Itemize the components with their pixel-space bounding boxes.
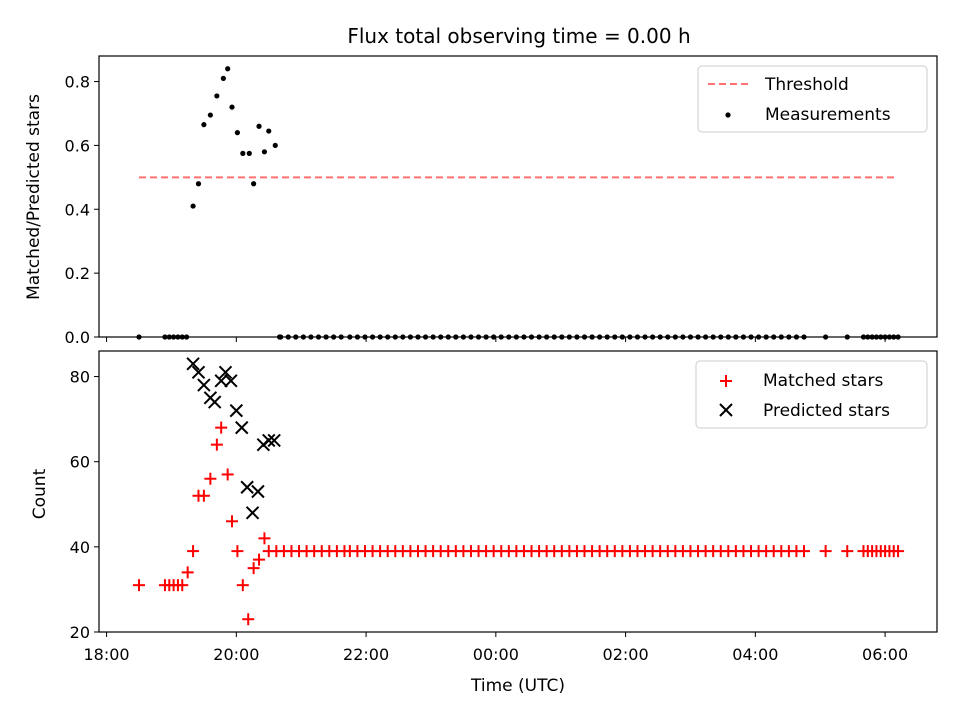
matched-star-point [210,438,223,451]
measurement-point [261,149,268,155]
matched-star-point [236,579,249,592]
matched-star-point [819,545,832,558]
measurement-point [225,66,231,72]
matched-star-point [247,562,260,575]
matched-star-point [181,566,194,579]
measurement-point [246,150,252,156]
bottom-panel: 20 40 60 80 18:00 20:00 22:00 00:00 02:00 04:00 06… [30,350,938,696]
predicted-legend-label: Predicted stars [763,401,890,421]
matched-star-point [204,472,217,485]
predicted-star-point [218,365,233,379]
predicted-star-point [235,420,249,435]
matched-star-point [242,613,255,626]
measurement-point [251,181,257,187]
bottom-x-tick-label: 04:00 [732,645,778,664]
bottom-panel-marks [133,357,905,626]
threshold-legend-label: Threshold [764,75,849,95]
top-legend: Threshold Measurements [697,65,928,133]
bottom-x-tick-label: 02:00 [603,645,649,664]
predicted-star-point [251,484,265,499]
top-y-axis-label: Matched/Predicted stars [24,94,44,300]
top-panel-axes: 0.0 0.2 0.4 0.6 0.8 [65,73,886,347]
matched-star-point [221,468,234,481]
chart-title: Flux total observing time = 0.00 h [347,24,690,48]
predicted-star-point [262,433,276,448]
measurement-point [220,75,226,81]
top-panel: 0.00.20.40.60.8 Matched/Predicted stars … [24,55,938,347]
measurements-legend-label: Measurements [765,105,891,125]
bottom-y-tick-label: 80 [70,368,90,387]
top-y-tick-label: 0.4 [65,200,90,219]
measurements-legend-swatch [725,112,731,118]
matched-star-point [841,545,854,558]
measurement-point [214,93,220,99]
x-axis-label: Time (UTC) [470,676,565,696]
measurement-point [234,130,241,136]
bottom-x-tick-label: 20:00 [213,645,259,664]
bottom-panel-axes: 20 40 60 80 18:00 20:00 22:00 00:00 02:00 04:00 06… [70,368,909,664]
bottom-y-tick-label: 60 [70,453,90,472]
bottom-y-tick-label: 40 [70,538,90,557]
matched-legend-label: Matched stars [763,371,883,391]
bottom-x-tick-label: 06:00 [862,645,908,664]
measurement-point [229,104,235,110]
bottom-x-tick-label: 18:00 [84,645,130,664]
matched-star-point [231,545,244,558]
predicted-star-point [207,395,222,409]
predicted-star-point [245,506,260,520]
bottom-x-tick-label: 00:00 [473,645,519,664]
top-plot-frame [98,55,938,338]
bottom-legend: Matched stars Predicted stars [695,360,928,429]
predicted-star-point [186,357,200,371]
predicted-star-point [229,403,244,418]
bottom-y-axis-label: Count [30,468,50,519]
matched-star-point [215,421,228,434]
predicted-star-point [214,374,228,388]
predicted-star-point [267,433,281,448]
top-y-tick-label: 0.6 [65,136,90,155]
predicted-legend-swatch [719,403,733,417]
matched-star-point [197,489,210,502]
matched-star-point [253,553,266,566]
matched-star-point [187,545,200,558]
measurement-point [195,181,202,187]
matched-star-point [892,545,905,558]
measurement-point [256,123,262,129]
matched-star-point [798,545,811,558]
predicted-star-point [240,480,254,494]
bottom-x-tick-label: 22:00 [343,645,389,664]
bottom-y-tick-label: 20 [70,623,90,642]
predicted-star-point [191,365,206,379]
predicted-star-point [224,374,238,388]
matched-star-point [258,532,271,545]
matched-star-point [133,579,146,592]
matched-star-point [225,515,238,528]
matched-legend-swatch [720,375,732,387]
measurement-point [207,112,213,118]
measurement-point [190,203,196,209]
top-y-tick-label: 0.2 [65,264,90,283]
predicted-star-point [197,378,211,392]
top-y-tick-label: 0.0 [65,328,90,347]
measurement-point [201,122,207,128]
measurement-point [266,128,272,134]
bottom-legend-box [695,360,928,429]
top-y-tick-label: 0.8 [65,73,90,92]
matched-star-point [176,579,189,592]
bottom-plot-frame [98,350,938,633]
measurement-point [272,142,278,149]
measurement-point [240,150,246,156]
top-legend-box [697,65,928,133]
